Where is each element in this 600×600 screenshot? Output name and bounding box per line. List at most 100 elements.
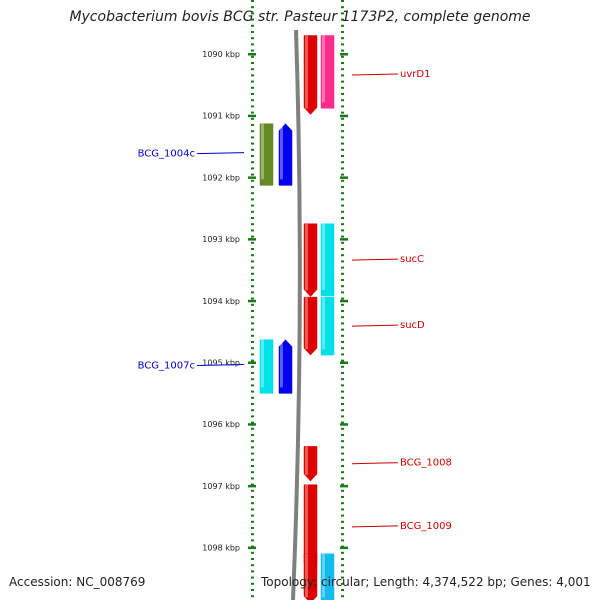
- gene-label[interactable]: BCG_1009: [400, 521, 452, 532]
- gene-feature[interactable]: [320, 35, 335, 109]
- inner-rail-tick: [251, 415, 254, 418]
- inner-rail-tick: [251, 105, 254, 108]
- outer-rail-tick: [341, 471, 344, 474]
- outer-rail-tick: [341, 558, 344, 560]
- outer-rail-tick: [341, 279, 344, 281]
- outer-rail-tick: [341, 539, 344, 542]
- major-tick-inner: [248, 423, 256, 426]
- outer-rail-tick: [341, 564, 344, 567]
- outer-rail-tick: [341, 155, 344, 157]
- outer-rail-tick: [341, 446, 344, 449]
- inner-rail-tick: [251, 142, 254, 145]
- outer-rail-tick: [341, 589, 344, 591]
- genome-backbone: [291, 29, 302, 600]
- gene-label[interactable]: BCG_1007c: [138, 361, 195, 372]
- gene-feature[interactable]: [320, 223, 335, 297]
- inner-rail-tick: [251, 55, 254, 58]
- inner-rail-tick: [251, 117, 254, 120]
- gene-highlight: [280, 339, 283, 388]
- major-tick-outer: [340, 361, 348, 364]
- major-tick-outer: [340, 53, 348, 56]
- gene-label[interactable]: sucD: [400, 320, 425, 331]
- inner-rail-tick: [251, 303, 254, 306]
- major-tick-inner: [248, 176, 256, 179]
- outer-rail-tick: [341, 186, 344, 188]
- map-title: Mycobacterium bovis BCG str. Pasteur 117…: [69, 9, 531, 25]
- position-label: 1092 kbp: [202, 173, 240, 182]
- inner-rail-tick: [251, 421, 254, 424]
- gene-label[interactable]: BCG_1008: [400, 458, 452, 469]
- inner-rail-tick: [251, 12, 254, 15]
- inner-rail-tick: [251, 465, 254, 467]
- inner-rail-tick: [251, 130, 254, 133]
- inner-rail-tick: [251, 582, 254, 585]
- outer-rail-tick: [341, 124, 344, 126]
- outer-rail-tick: [341, 372, 344, 374]
- outer-rail-tick: [341, 248, 344, 250]
- gene-feature[interactable]: [303, 446, 318, 482]
- gene-label[interactable]: uvrD1: [400, 69, 430, 80]
- labels-layer: uvrD1 BCG_1004c sucC sucD BCG_1007c BCG_1008 B…: [138, 69, 452, 532]
- inner-rail-tick: [251, 576, 254, 579]
- gene-label[interactable]: BCG_1004c: [138, 149, 195, 160]
- gene-feature[interactable]: [259, 123, 274, 186]
- inner-rail-tick: [251, 31, 254, 33]
- gene-feature[interactable]: [320, 296, 335, 356]
- inner-rail-tick: [251, 440, 254, 443]
- inner-rail-tick: [251, 49, 254, 52]
- position-label: 1098 kbp: [202, 544, 240, 553]
- inner-rail-tick: [251, 43, 254, 46]
- inner-rail-tick: [251, 489, 254, 492]
- gene-leader-line: [351, 324, 399, 327]
- major-tick-inner: [248, 53, 256, 56]
- major-tick-inner: [248, 299, 256, 303]
- inner-rail-tick: [251, 496, 254, 498]
- inner-rail-tick: [251, 341, 254, 343]
- outer-rail-tick: [341, 465, 344, 467]
- inner-rail-tick: [251, 198, 254, 201]
- gene-highlight: [261, 123, 264, 180]
- major-tick-outer: [340, 114, 348, 118]
- outer-rail-tick: [341, 303, 344, 306]
- inner-rail-tick: [251, 471, 254, 474]
- inner-rail-tick: [251, 446, 254, 449]
- outer-rail-tick: [341, 31, 344, 33]
- gene-feature[interactable]: [278, 339, 293, 394]
- inner-rail-tick: [251, 217, 254, 219]
- gene-highlight: [305, 297, 308, 350]
- gene-feature[interactable]: [259, 339, 274, 394]
- gene-feature[interactable]: [303, 35, 318, 115]
- gene-highlight: [322, 297, 325, 350]
- accession-text: Accession: NC_008769: [9, 575, 146, 589]
- major-tick-inner: [248, 238, 256, 241]
- inner-rail-tick: [251, 6, 254, 9]
- major-tick-inner: [248, 484, 256, 488]
- outer-rail-tick: [341, 390, 344, 393]
- outer-rail-tick: [341, 179, 344, 182]
- gene-label[interactable]: sucC: [400, 254, 424, 265]
- inner-rail-tick: [251, 551, 254, 554]
- outer-rail-tick: [341, 80, 344, 83]
- outer-rail-tick: [341, 322, 344, 325]
- outer-rail-tick: [341, 595, 344, 598]
- outer-rail-tick: [341, 229, 344, 232]
- outer-rail-tick: [341, 192, 344, 195]
- outer-rail-tick: [341, 235, 344, 238]
- inner-rail-tick: [251, 527, 254, 529]
- gene-feature[interactable]: [320, 553, 335, 600]
- outer-rail-tick: [341, 285, 344, 288]
- inner-rail-tick: [251, 235, 254, 238]
- inner-rail-tick: [251, 570, 254, 573]
- major-tick-outer: [340, 299, 348, 303]
- gene-leader-line: [351, 258, 399, 261]
- backbone-layer: [291, 29, 302, 600]
- inner-rail-tick: [251, 434, 254, 436]
- gene-feature[interactable]: [303, 223, 318, 297]
- gene-feature[interactable]: [303, 296, 318, 356]
- inner-rail-tick: [251, 477, 254, 480]
- outer-rail-tick: [341, 217, 344, 219]
- outer-rail-tick: [341, 297, 344, 300]
- outer-rail-tick: [341, 93, 344, 95]
- inner-rail-tick: [251, 564, 254, 567]
- gene-feature[interactable]: [278, 123, 293, 186]
